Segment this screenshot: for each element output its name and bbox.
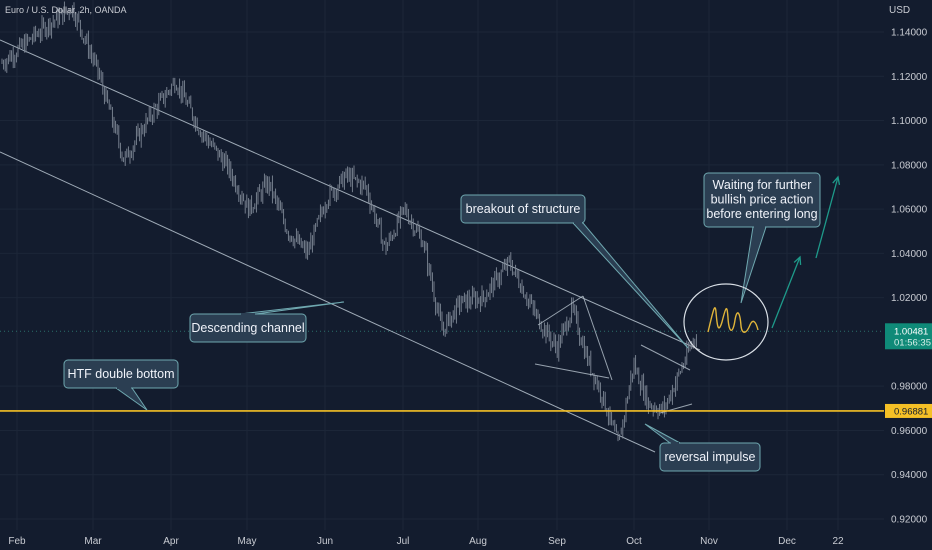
y-tick-label: 1.04000 bbox=[891, 249, 928, 260]
y-tick-label: 1.12000 bbox=[891, 72, 928, 83]
descending-channel-label: Descending channel bbox=[191, 321, 304, 335]
waiting-note-label: before entering long bbox=[706, 207, 817, 221]
x-tick-label: Apr bbox=[163, 536, 179, 547]
x-tick-label: Feb bbox=[8, 536, 26, 547]
y-tick-label: 0.92000 bbox=[891, 515, 928, 526]
current-price-value: 1.00481 bbox=[894, 326, 928, 337]
reversal-impulse-box bbox=[659, 442, 761, 472]
channel-lower-line bbox=[0, 151, 656, 453]
x-tick-label: Nov bbox=[700, 536, 718, 547]
price-path-sketch bbox=[707, 307, 759, 333]
y-tick-label: 1.08000 bbox=[891, 160, 928, 171]
x-tick-label: May bbox=[238, 536, 257, 547]
waiting-note-label: bullish price action bbox=[711, 193, 814, 207]
x-tick-label: Jul bbox=[397, 536, 410, 547]
projection-arrow-long bbox=[815, 176, 839, 259]
y-tick-label: 0.94000 bbox=[891, 470, 928, 481]
y-tick-label: 0.98000 bbox=[891, 382, 928, 393]
y-tick-label: 1.10000 bbox=[891, 116, 928, 127]
breakout-of-structure-label: breakout of structure bbox=[466, 202, 581, 216]
y-tick-label: 1.06000 bbox=[891, 205, 928, 216]
x-tick-label: Dec bbox=[778, 536, 796, 547]
support-price-value: 0.96881 bbox=[894, 406, 928, 417]
projection-arrow-short-head bbox=[793, 255, 802, 266]
x-tick-label: Mar bbox=[84, 536, 102, 547]
axes: 1.14000 1.12000 1.10000 1.08000 1.06000 1.040… bbox=[8, 28, 932, 547]
projection-ellipse bbox=[683, 283, 769, 361]
y-tick-label: 0.96000 bbox=[891, 426, 928, 437]
projection-arrow-long-head bbox=[832, 175, 841, 185]
x-tick-label: Sep bbox=[548, 536, 566, 547]
breakout-of-structure-box bbox=[460, 194, 586, 224]
grid bbox=[0, 330, 884, 332]
y-tick-label: 1.02000 bbox=[891, 293, 928, 304]
x-tick-label: Aug bbox=[469, 536, 487, 547]
y-tick-label: 1.14000 bbox=[891, 28, 928, 39]
flag-line-upper bbox=[640, 344, 691, 371]
reversal-impulse-label: reversal impulse bbox=[664, 450, 755, 464]
x-tick-label: Oct bbox=[626, 536, 642, 547]
candles bbox=[1, 1, 697, 442]
x-tick-label: Jun bbox=[317, 536, 333, 547]
pattern-line-drop bbox=[582, 295, 613, 381]
pattern-drawings bbox=[534, 295, 693, 414]
projection-arrow-short bbox=[771, 256, 801, 329]
bar-countdown: 01:56:35 bbox=[894, 337, 931, 348]
pattern-line-upper bbox=[537, 295, 584, 326]
annotations: Descending channel HTF double bottom break… bbox=[63, 172, 841, 472]
htf-double-bottom-label: HTF double bottom bbox=[68, 367, 175, 381]
current-price-badge bbox=[885, 323, 932, 350]
pattern-line-lower bbox=[534, 363, 610, 379]
waiting-note-label: Waiting for further bbox=[713, 178, 812, 192]
symbol-header: Euro / U.S. Dollar, 2h, OANDA bbox=[5, 5, 127, 15]
price-scale-currency: USD bbox=[889, 5, 910, 16]
support-price-badge bbox=[885, 403, 932, 418]
x-tick-label: 22 bbox=[832, 536, 844, 547]
